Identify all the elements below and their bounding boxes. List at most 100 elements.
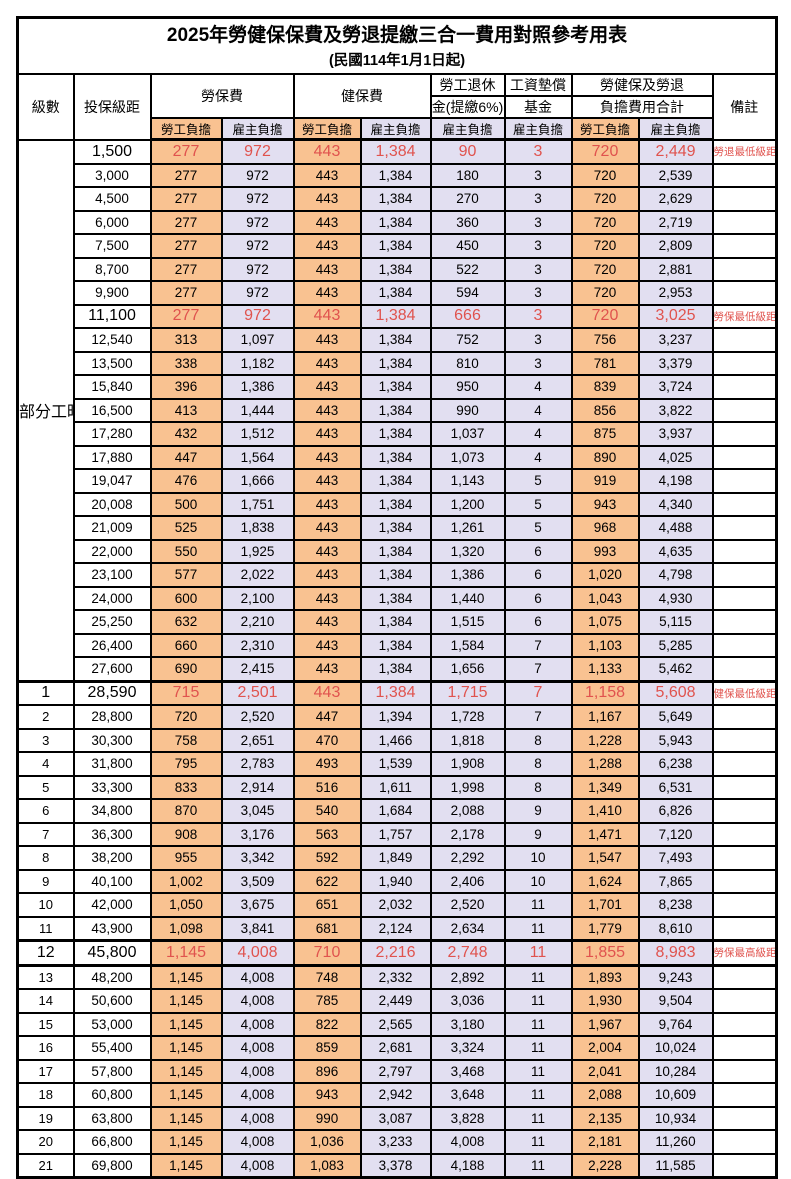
health-employer-cell: 1,384: [359, 444, 432, 470]
pension-employer-cell: 180: [429, 162, 506, 188]
level-cell: 14: [16, 988, 75, 1014]
remark-cell: [711, 964, 778, 990]
wage-fund-employer-cell: 7: [503, 632, 573, 658]
labor-employer-cell: 3,045: [220, 798, 295, 824]
total-employer-cell: 3,025: [637, 303, 714, 329]
health-employee-cell: 443: [292, 656, 362, 682]
labor-employer-cell: 3,841: [220, 915, 295, 942]
health-employer-cell: 1,384: [359, 679, 432, 706]
remark-cell: [711, 538, 778, 564]
wage-fund-employer-cell: 11: [503, 1035, 573, 1061]
pension-employer-cell: 1,200: [429, 491, 506, 517]
health-employer-cell: 1,384: [359, 585, 432, 611]
total-employee-cell: 2,135: [570, 1105, 640, 1131]
labor-employee-cell: 795: [149, 751, 223, 777]
health-employer-cell: 1,384: [359, 303, 432, 329]
remark-cell: 勞保最高級距: [711, 939, 778, 967]
labor-employer-cell: 1,512: [220, 421, 295, 447]
health-employee-cell: 1,083: [292, 1152, 362, 1179]
total-employee-cell: 1,967: [570, 1011, 640, 1037]
bracket-cell: 60,800: [72, 1082, 152, 1108]
header-wage-fund-line1: 工資墊償: [503, 73, 573, 97]
total-employee-cell: 1,158: [570, 679, 640, 706]
health-employee-cell: 785: [292, 988, 362, 1014]
health-employee-cell: 443: [292, 515, 362, 541]
labor-employee-cell: 447: [149, 444, 223, 470]
labor-employee-cell: 1,002: [149, 868, 223, 894]
total-employer-cell: 4,488: [637, 515, 714, 541]
pension-employer-cell: 3,180: [429, 1011, 506, 1037]
total-employee-cell: 1,020: [570, 562, 640, 588]
total-employer-cell: 2,809: [637, 233, 714, 259]
remark-cell: [711, 845, 778, 871]
health-employer-cell: 1,384: [359, 397, 432, 423]
total-employee-cell: 1,103: [570, 632, 640, 658]
table-row: 6 34,800 870 3,045 540 1,684 2,088 9 1,410 6,826: [16, 798, 778, 824]
bracket-cell: 11,100: [72, 303, 152, 329]
labor-employee-cell: 1,145: [149, 988, 223, 1014]
health-employer-cell: 1,611: [359, 774, 432, 800]
wage-fund-employer-cell: 3: [503, 256, 573, 282]
bracket-cell: 34,800: [72, 798, 152, 824]
bracket-cell: 55,400: [72, 1035, 152, 1061]
labor-employer-cell: 3,176: [220, 821, 295, 847]
health-employer-cell: 1,384: [359, 656, 432, 682]
total-employer-cell: 6,238: [637, 751, 714, 777]
total-employee-cell: 2,004: [570, 1035, 640, 1061]
health-employee-cell: 748: [292, 964, 362, 990]
header-labor-employee: 勞工負擔: [149, 117, 223, 141]
labor-employer-cell: 1,386: [220, 374, 295, 400]
table-row: 3,000 277 972 443 1,384 180 3 720 2,539: [18, 162, 778, 188]
labor-employee-cell: 1,145: [149, 939, 223, 967]
header-total-employer: 雇主負擔: [637, 117, 714, 141]
bracket-cell: 9,900: [72, 280, 152, 306]
total-employer-cell: 5,462: [637, 656, 714, 682]
table-row: 19 63,800 1,145 4,008 990 3,087 3,828 11 2,135 10…: [16, 1105, 778, 1131]
health-employer-cell: 2,565: [359, 1011, 432, 1037]
labor-employer-cell: 4,008: [220, 1011, 295, 1037]
labor-employer-cell: 1,097: [220, 327, 295, 353]
total-employer-cell: 2,881: [637, 256, 714, 282]
table-row: 6,000 277 972 443 1,384 360 3 720 2,719: [18, 209, 778, 235]
health-employee-cell: 822: [292, 1011, 362, 1037]
bracket-cell: 66,800: [72, 1129, 152, 1155]
pension-employer-cell: 1,998: [429, 774, 506, 800]
bracket-cell: 24,000: [72, 585, 152, 611]
wage-fund-employer-cell: 11: [503, 1129, 573, 1155]
total-employee-cell: 993: [570, 538, 640, 564]
labor-employer-cell: 4,008: [220, 1105, 295, 1131]
remark-cell: [711, 798, 778, 824]
bracket-cell: 38,200: [72, 845, 152, 871]
health-employer-cell: 1,384: [359, 209, 432, 235]
wage-fund-employer-cell: 3: [503, 186, 573, 212]
health-employee-cell: 563: [292, 821, 362, 847]
bracket-cell: 17,280: [72, 421, 152, 447]
health-employer-cell: 2,216: [359, 939, 432, 967]
remark-cell: [711, 233, 778, 259]
remark-cell: 勞退最低級距: [711, 138, 778, 165]
bracket-cell: 33,300: [72, 774, 152, 800]
health-employer-cell: 1,394: [359, 704, 432, 730]
total-employee-cell: 1,288: [570, 751, 640, 777]
total-employer-cell: 5,649: [637, 704, 714, 730]
remark-cell: [711, 515, 778, 541]
pension-employer-cell: 1,584: [429, 632, 506, 658]
labor-employer-cell: 972: [220, 280, 295, 306]
total-employee-cell: 1,471: [570, 821, 640, 847]
labor-employee-cell: 1,145: [149, 964, 223, 990]
total-employer-cell: 5,608: [637, 679, 714, 706]
wage-fund-employer-cell: 11: [503, 964, 573, 990]
level-cell: 17: [16, 1058, 75, 1084]
labor-employee-cell: 338: [149, 350, 223, 376]
header-total-line2: 負擔費用合計: [570, 95, 714, 119]
health-employee-cell: 443: [292, 421, 362, 447]
remark-cell: [711, 491, 778, 517]
health-employer-cell: 1,849: [359, 845, 432, 871]
remark-cell: [711, 374, 778, 400]
pension-employer-cell: 2,892: [429, 964, 506, 990]
labor-employee-cell: 833: [149, 774, 223, 800]
title-row: 2025年勞健保保費及勞退提繳三合一費用對照參考用表 (民國114年1月1日起): [16, 16, 778, 75]
remark-cell: [711, 1082, 778, 1108]
total-employee-cell: 1,410: [570, 798, 640, 824]
remark-cell: [711, 821, 778, 847]
